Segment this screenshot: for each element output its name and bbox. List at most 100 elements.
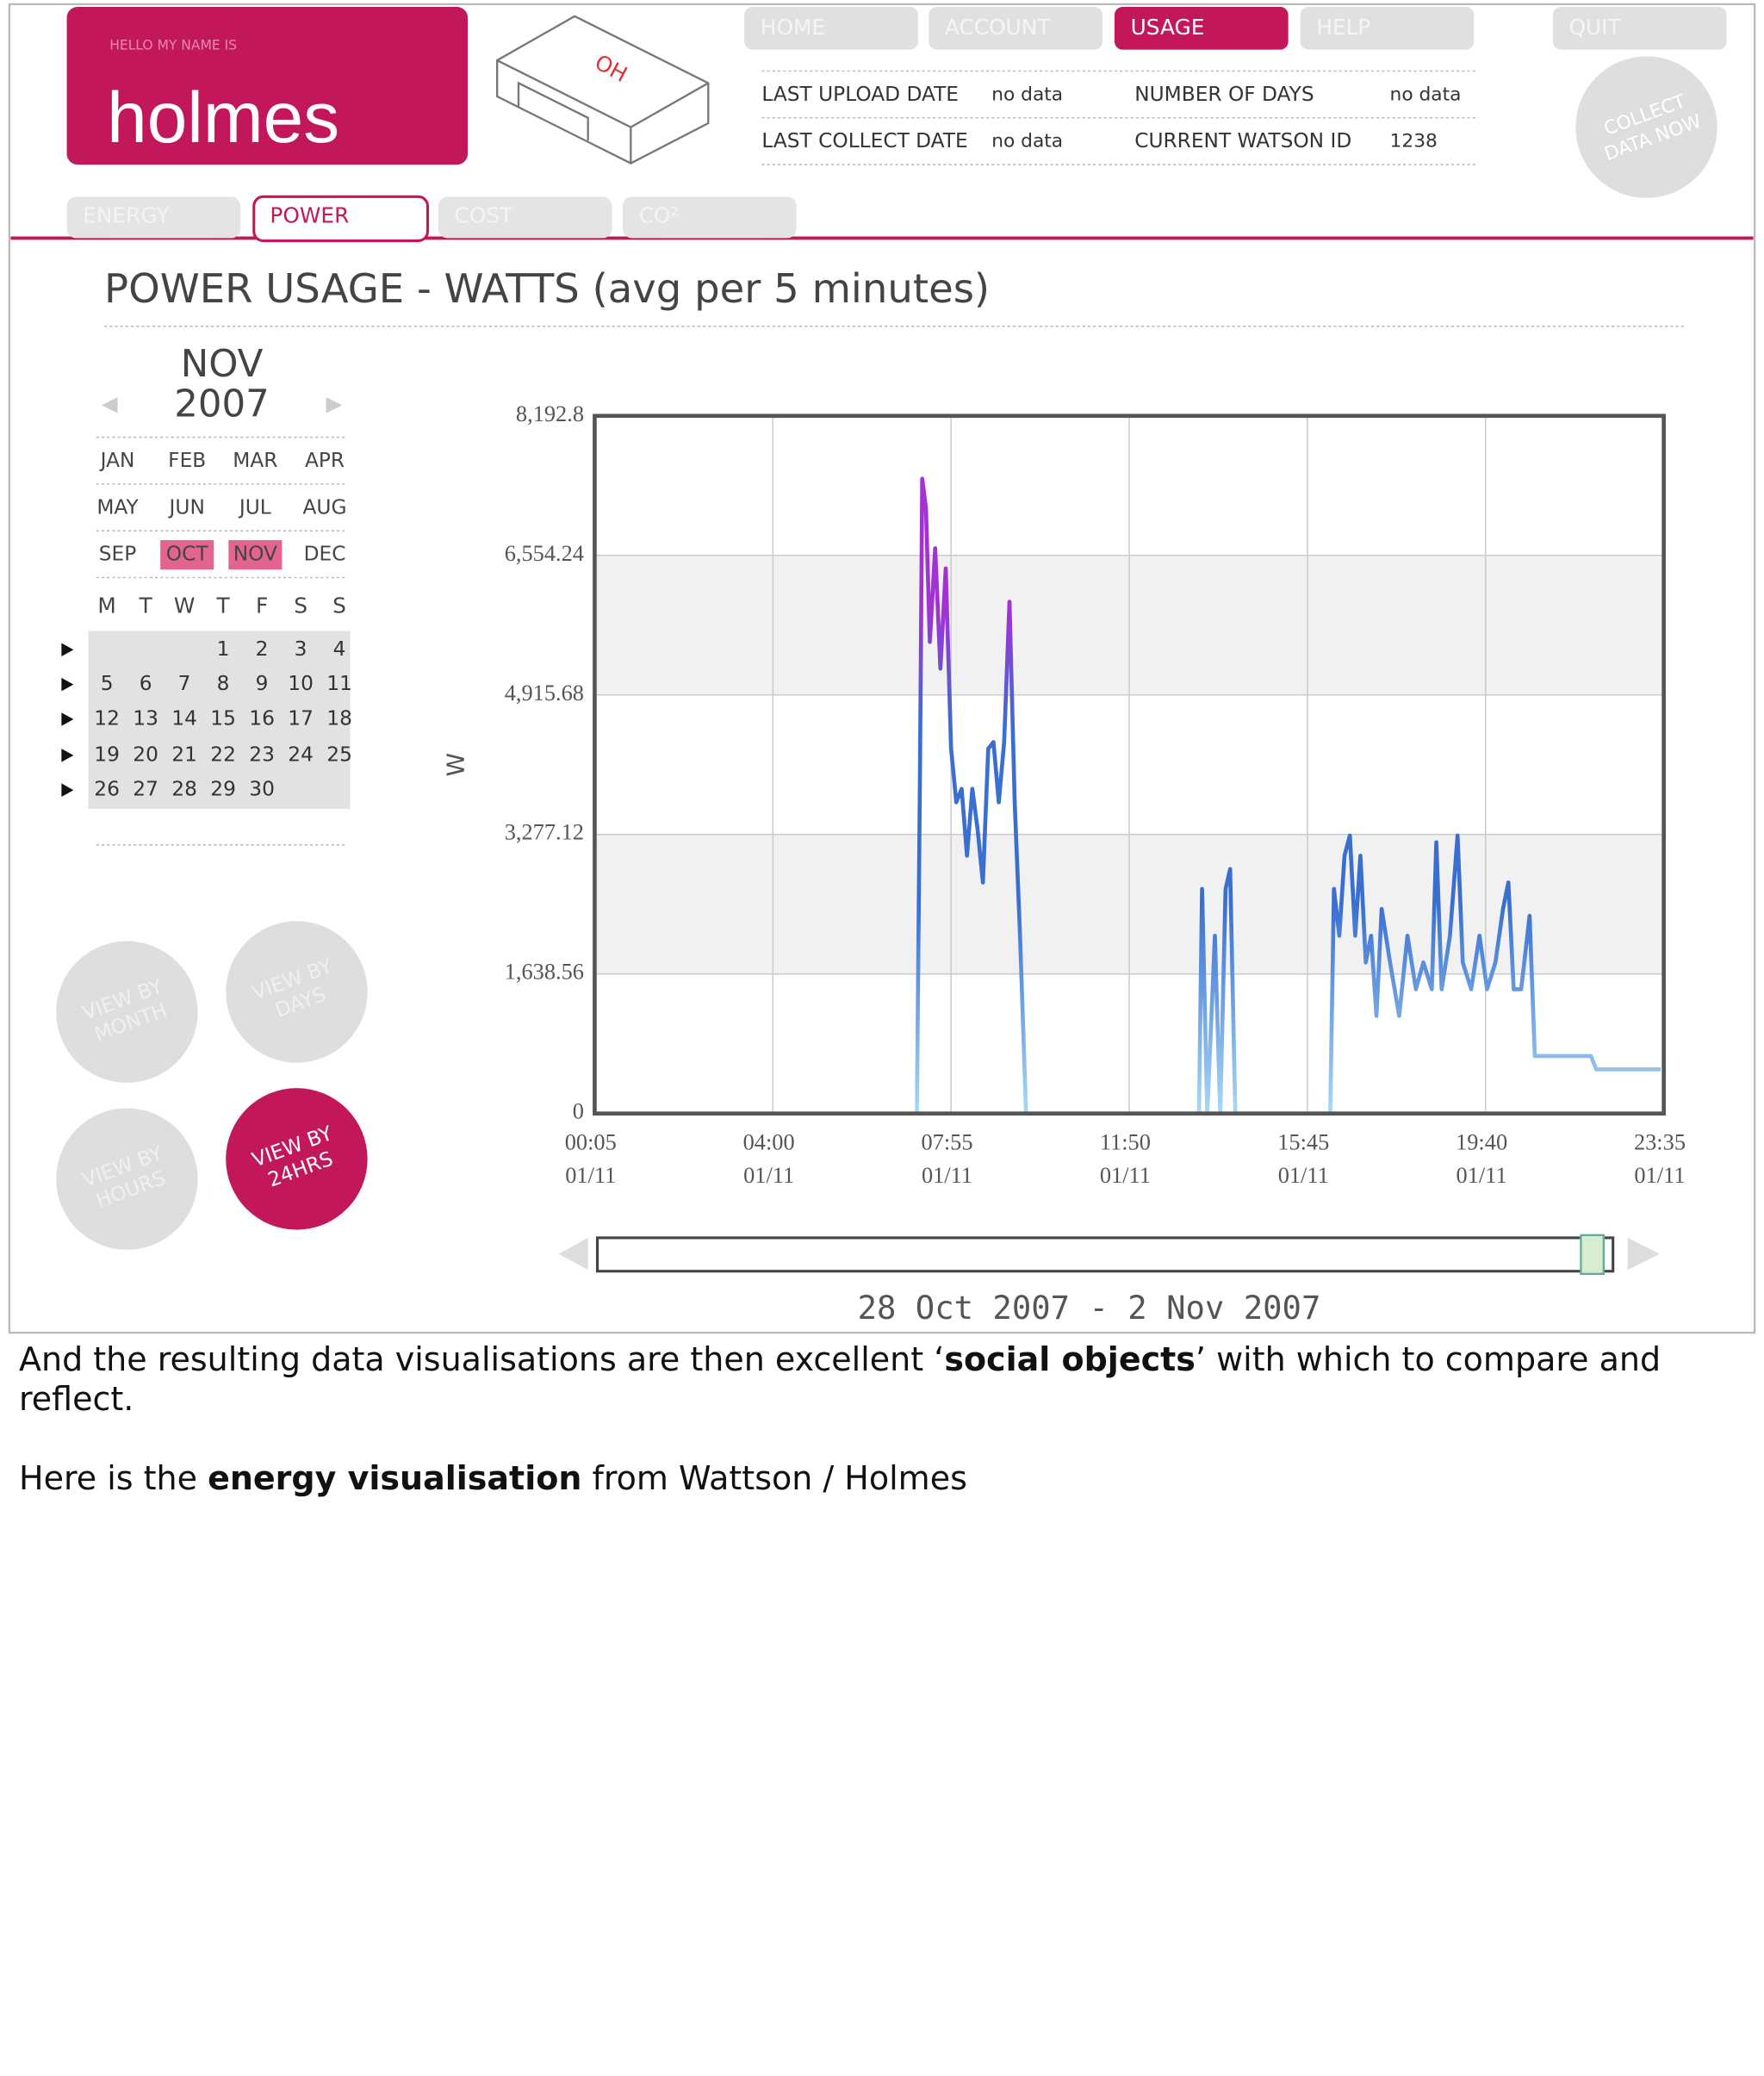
day[interactable]: 15	[210, 706, 236, 730]
greeting: HELLO MY NAME IS	[109, 37, 237, 53]
calendar-days-bg	[88, 631, 351, 809]
y-tick-label: 4,915.68	[505, 681, 584, 705]
text: from Wattson / Holmes	[581, 1459, 967, 1497]
tab-label[interactable]: CO²	[639, 203, 680, 228]
day[interactable]: 23	[249, 743, 275, 766]
tab[interactable]	[66, 196, 241, 239]
collect-button[interactable]	[1575, 56, 1717, 198]
slider-right[interactable]	[1627, 1237, 1660, 1271]
y-tick-label: 0	[573, 1099, 584, 1124]
month[interactable]: DEC	[304, 543, 346, 566]
view-button[interactable]	[56, 941, 198, 1083]
month[interactable]: FEB	[168, 449, 206, 472]
day[interactable]: 1	[217, 637, 230, 661]
next-month[interactable]	[326, 397, 343, 413]
caption-paragraph: Here is the energy visualisation from Wa…	[19, 1458, 1742, 1498]
day[interactable]: 28	[171, 778, 197, 801]
text: Here is the	[19, 1459, 208, 1497]
month[interactable]: NOV	[233, 543, 277, 566]
nav-label[interactable]: ACCOUNT	[945, 15, 1051, 40]
y-tick-label: 1,638.56	[505, 960, 584, 985]
tab-label[interactable]: ENERGY	[83, 203, 170, 228]
week-arrow[interactable]	[61, 712, 74, 726]
nav-tab[interactable]	[929, 7, 1102, 50]
day[interactable]: 2	[256, 637, 269, 661]
day[interactable]: 9	[256, 672, 269, 695]
week-arrow[interactable]	[61, 783, 74, 797]
day[interactable]: 17	[288, 706, 314, 730]
tab[interactable]	[438, 196, 612, 239]
info-value: 1238	[1390, 131, 1438, 152]
power-line	[915, 476, 1662, 1116]
day[interactable]: 5	[101, 672, 114, 695]
day[interactable]: 7	[178, 672, 191, 695]
x-tick-date: 01/11	[565, 1163, 616, 1188]
month[interactable]: APR	[305, 449, 345, 472]
slider-left[interactable]	[558, 1237, 588, 1271]
month[interactable]: OCT	[166, 543, 209, 566]
day[interactable]: 21	[171, 743, 197, 766]
day[interactable]: 19	[94, 743, 120, 766]
week-arrow[interactable]	[61, 643, 74, 657]
day[interactable]: 20	[133, 743, 158, 766]
month[interactable]: JUL	[238, 495, 271, 519]
info-label: LAST UPLOAD DATE	[761, 83, 959, 106]
tab[interactable]	[252, 195, 430, 243]
tab-label[interactable]: POWER	[270, 203, 349, 228]
day[interactable]: 16	[249, 706, 275, 730]
day[interactable]: 22	[210, 743, 236, 766]
weekday: S	[332, 594, 346, 618]
nav-label[interactable]: HOME	[761, 15, 825, 40]
month[interactable]: MAY	[96, 495, 139, 519]
calendar-month: NOV	[181, 343, 264, 386]
prev-month[interactable]	[101, 397, 118, 413]
tab[interactable]	[623, 196, 797, 239]
day[interactable]: 8	[217, 672, 230, 695]
tab-label[interactable]: COST	[455, 203, 514, 228]
month[interactable]: MAR	[233, 449, 277, 472]
month[interactable]: SEP	[99, 543, 137, 566]
day[interactable]: 25	[326, 743, 352, 766]
x-tick-date: 01/11	[1634, 1163, 1685, 1188]
nav-tab[interactable]	[1552, 7, 1727, 50]
nav-tab[interactable]	[1300, 7, 1475, 50]
bold-text: energy visualisation	[208, 1459, 582, 1497]
day[interactable]: 4	[333, 637, 346, 661]
day[interactable]: 27	[133, 778, 158, 801]
text: ’ with which to compare and reflect.	[19, 1340, 1662, 1418]
view-button[interactable]	[226, 921, 368, 1063]
view-button[interactable]	[226, 1088, 368, 1230]
day[interactable]: 10	[288, 672, 314, 695]
day[interactable]: 13	[133, 706, 158, 730]
slider-track[interactable]	[595, 1236, 1615, 1273]
month-highlight[interactable]	[228, 540, 283, 570]
day[interactable]: 3	[295, 637, 307, 661]
nav-tab[interactable]	[744, 7, 918, 50]
nav-tab[interactable]	[1114, 7, 1289, 50]
slider-handle[interactable]	[1580, 1234, 1605, 1275]
day[interactable]: 18	[326, 706, 352, 730]
day[interactable]: 12	[94, 706, 120, 730]
nav-label[interactable]: HELP	[1316, 15, 1370, 40]
nav-label[interactable]: QUIT	[1568, 15, 1621, 40]
x-tick-label: 23:35	[1634, 1129, 1686, 1154]
month-highlight[interactable]	[160, 540, 214, 570]
week-arrow[interactable]	[61, 749, 74, 762]
day[interactable]: 30	[249, 778, 275, 801]
caption: And the resulting data visualisations ar…	[19, 1339, 1742, 1498]
day[interactable]: 6	[140, 672, 152, 695]
month[interactable]: AUG	[303, 495, 347, 519]
device-illustration	[496, 15, 710, 165]
day[interactable]: 11	[326, 672, 352, 695]
day[interactable]: 29	[210, 778, 236, 801]
week-arrow[interactable]	[61, 677, 74, 692]
y-axis-label: W	[442, 753, 470, 777]
day[interactable]: 14	[171, 706, 197, 730]
day[interactable]: 24	[288, 743, 314, 766]
month[interactable]: JUN	[168, 495, 205, 519]
month[interactable]: JAN	[99, 449, 135, 472]
day[interactable]: 26	[94, 778, 120, 801]
view-button[interactable]	[56, 1108, 198, 1250]
weekday: S	[294, 594, 307, 618]
nav-label[interactable]: USAGE	[1131, 15, 1205, 40]
